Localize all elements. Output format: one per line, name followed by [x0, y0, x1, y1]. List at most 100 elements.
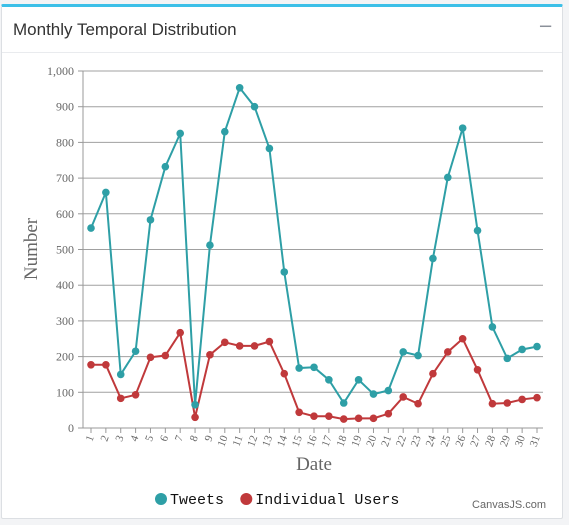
data-point[interactable] [414, 399, 422, 408]
data-point[interactable] [473, 226, 482, 235]
data-point[interactable] [221, 127, 229, 136]
data-point[interactable] [116, 370, 125, 379]
x-tick-label: 14 [275, 433, 290, 448]
data-point[interactable] [235, 83, 244, 92]
data-point[interactable] [102, 188, 110, 197]
data-point[interactable] [503, 399, 512, 407]
data-point[interactable] [176, 129, 184, 138]
x-tick-label: 1 [84, 434, 97, 443]
data-point[interactable] [131, 390, 140, 399]
data-point[interactable] [325, 412, 333, 421]
data-point[interactable] [518, 395, 526, 404]
x-axis-label: Date [296, 454, 332, 475]
chart-series [87, 83, 541, 423]
data-point[interactable] [339, 415, 348, 423]
legend-marker[interactable] [155, 493, 167, 505]
legend-label[interactable]: Individual Users [255, 492, 399, 509]
data-point[interactable] [191, 400, 199, 409]
data-point[interactable] [221, 338, 229, 347]
x-tick-label: 6 [158, 433, 171, 443]
data-point[interactable] [325, 376, 333, 384]
data-point[interactable] [488, 399, 497, 408]
data-point[interactable] [235, 342, 244, 350]
data-point[interactable] [384, 409, 393, 418]
data-point[interactable] [354, 414, 363, 423]
x-tick-label: 27 [468, 433, 483, 448]
data-point[interactable] [503, 354, 512, 363]
x-tick-label: 29 [498, 433, 513, 448]
data-point[interactable] [146, 216, 155, 224]
data-point[interactable] [414, 351, 422, 360]
y-tick-label: 0 [68, 421, 74, 435]
data-point[interactable] [265, 337, 274, 346]
data-point[interactable] [488, 323, 497, 331]
y-axis-label: Number [21, 217, 42, 280]
data-point[interactable] [161, 351, 170, 360]
data-point[interactable] [458, 334, 467, 343]
y-tick-label: 700 [56, 171, 74, 185]
data-point[interactable] [102, 361, 110, 369]
x-tick-label: 18 [335, 433, 350, 448]
data-point[interactable] [384, 386, 393, 395]
data-point[interactable] [339, 399, 348, 407]
x-tick-label: 26 [453, 433, 468, 448]
x-tick-label: 10 [216, 433, 231, 448]
data-point[interactable] [295, 408, 303, 417]
data-point[interactable] [518, 345, 526, 354]
y-tick-label: 1,000 [47, 64, 74, 78]
data-point[interactable] [280, 369, 289, 378]
data-point[interactable] [369, 390, 378, 398]
y-tick-label: 900 [56, 100, 74, 114]
data-point[interactable] [354, 376, 363, 384]
canvasjs-credit[interactable]: CanvasJS.com [472, 499, 546, 511]
data-point[interactable] [87, 361, 95, 369]
legend-marker[interactable] [240, 493, 253, 505]
y-tick-label: 800 [56, 135, 74, 149]
data-point[interactable] [280, 268, 289, 276]
data-point[interactable] [116, 394, 125, 403]
data-point[interactable] [206, 351, 214, 359]
x-tick-label: 8 [188, 433, 201, 443]
data-point[interactable] [444, 173, 452, 182]
data-point[interactable] [310, 412, 318, 421]
x-tick-label: 11 [231, 434, 246, 448]
data-point[interactable] [206, 241, 214, 250]
data-point[interactable] [146, 353, 155, 362]
x-tick-label: 7 [173, 433, 186, 443]
data-point[interactable] [250, 342, 259, 350]
data-point[interactable] [429, 369, 437, 378]
x-tick-label: 9 [203, 433, 216, 443]
data-point[interactable] [131, 347, 140, 356]
x-tick-label: 17 [320, 433, 335, 448]
y-tick-label: 500 [56, 243, 74, 257]
y-tick-label: 100 [56, 385, 74, 399]
series-line-1 [91, 330, 538, 421]
data-point[interactable] [533, 393, 541, 402]
data-point[interactable] [176, 328, 184, 337]
data-point[interactable] [295, 364, 303, 372]
data-point[interactable] [458, 124, 467, 132]
data-point[interactable] [310, 363, 318, 372]
data-point[interactable] [429, 254, 437, 263]
x-tick-label: 13 [260, 433, 275, 448]
data-point[interactable] [399, 393, 408, 401]
x-tick-label: 31 [528, 434, 543, 448]
data-point[interactable] [87, 224, 95, 232]
data-point[interactable] [399, 348, 408, 356]
data-point[interactable] [444, 348, 452, 356]
x-tick-label: 12 [245, 434, 260, 448]
data-point[interactable] [250, 102, 259, 111]
data-point[interactable] [369, 414, 378, 423]
data-point[interactable] [161, 162, 170, 171]
x-tick-label: 30 [513, 433, 528, 448]
data-point[interactable] [533, 342, 541, 351]
legend-label[interactable]: Tweets [170, 492, 224, 509]
data-point[interactable] [265, 144, 274, 153]
x-tick-label: 22 [394, 434, 409, 448]
x-axis-ticks: 1 2 3 4 5 6 7 8 9 10 11 12 13 14 15 16 17 18 19 20 21 22 23 24 2… [84, 428, 543, 448]
data-point[interactable] [473, 366, 482, 374]
minus-icon[interactable]: − [538, 16, 554, 37]
x-tick-label: 5 [143, 433, 156, 443]
data-point[interactable] [191, 413, 199, 422]
